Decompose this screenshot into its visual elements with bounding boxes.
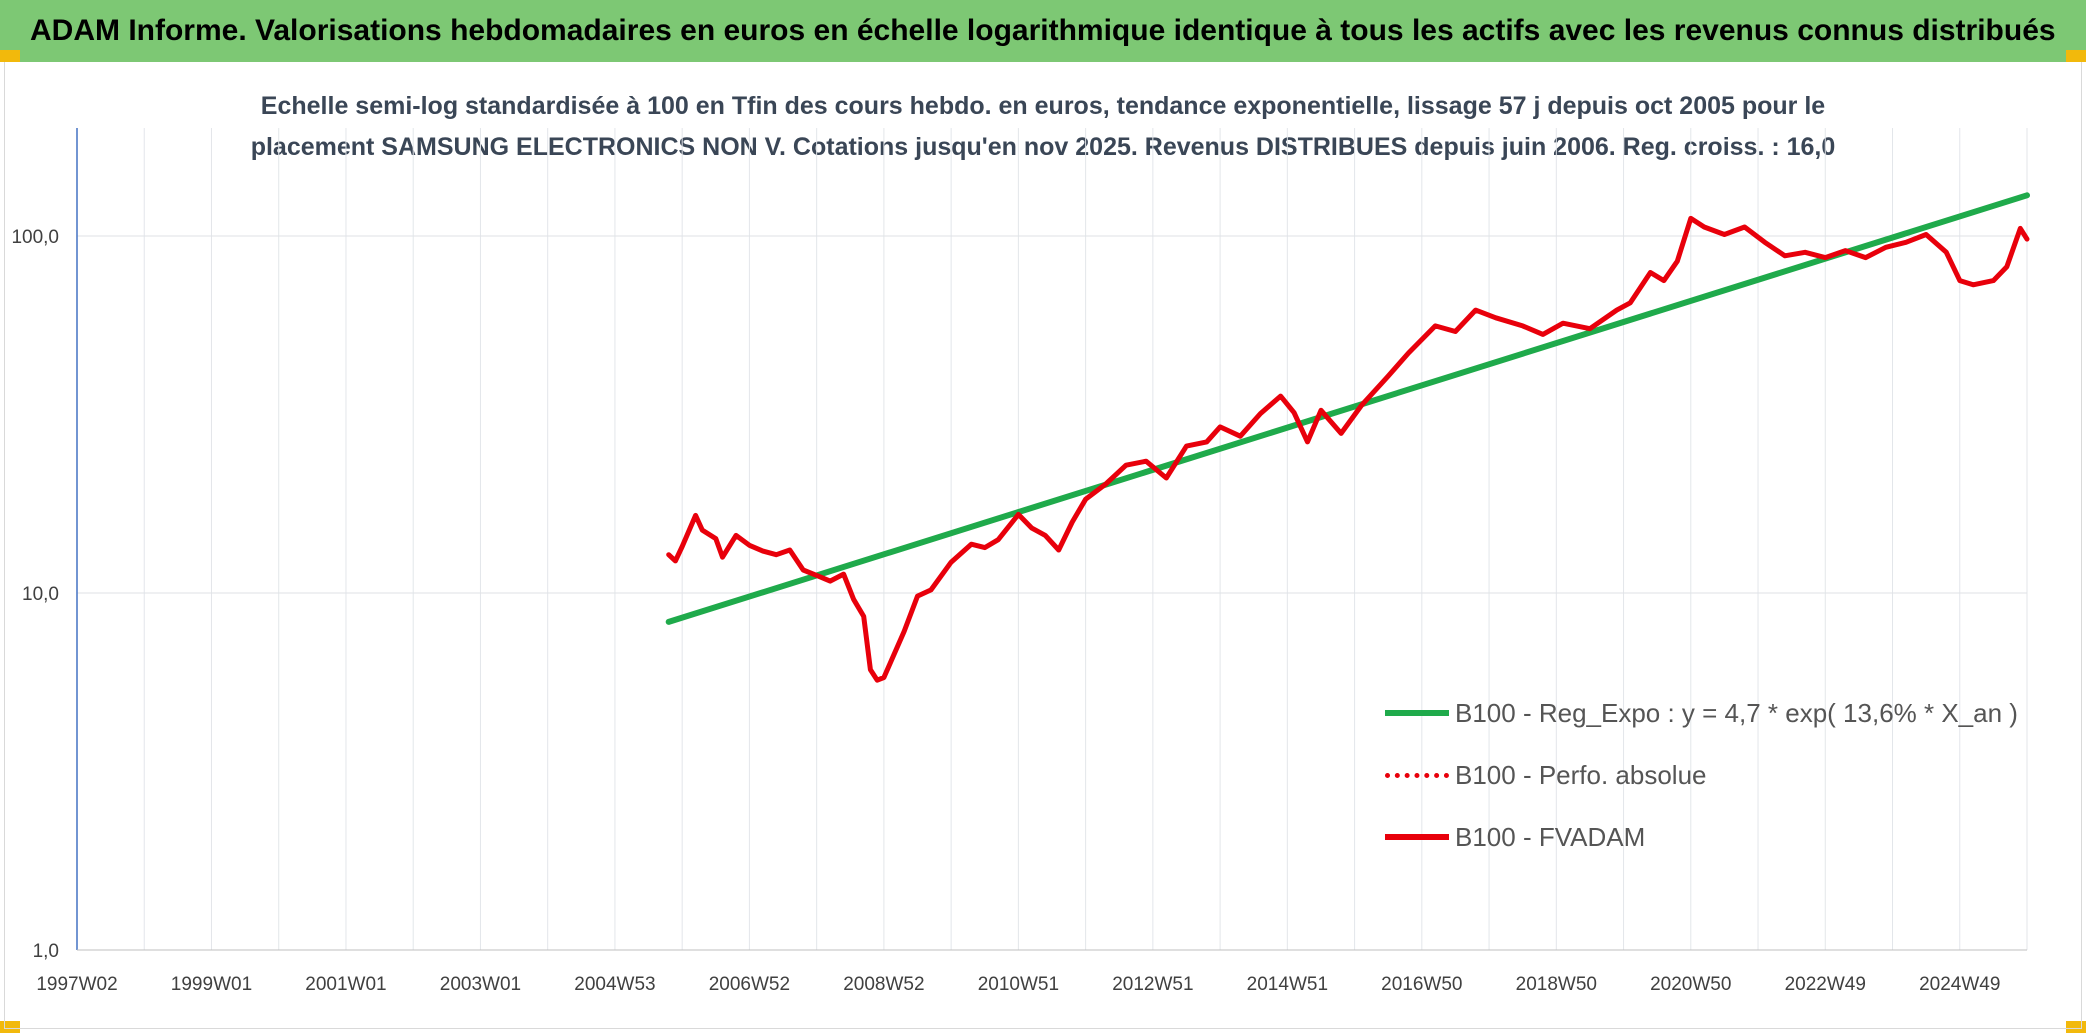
- regression-line: [665, 192, 2030, 625]
- corner-marker-bottom-left: [0, 1021, 20, 1033]
- legend-item-fvadam: B100 - FVADAM: [1385, 806, 2018, 868]
- x-tick-label: 2016W50: [1381, 974, 1462, 995]
- x-tick-label: 2008W52: [843, 974, 924, 995]
- fvadam-line: [666, 215, 2030, 683]
- y-tick-label: 100,0: [11, 227, 59, 248]
- chart-subtitle-line-2: placement SAMSUNG ELECTRONICS NON V. Cot…: [250, 133, 1836, 161]
- legend-item-regression: B100 - Reg_Expo : y = 4,7 * exp( 13,6% *…: [1385, 682, 2018, 744]
- y-tick-label: 1,0: [33, 941, 59, 962]
- legend-swatch-perfo-absolue: [1385, 772, 1449, 778]
- x-tick-label: 2014W51: [1247, 974, 1328, 995]
- legend-label-perfo-absolue: B100 - Perfo. absolue: [1455, 759, 1707, 790]
- chart-frame: [4, 62, 2082, 1029]
- x-tick-label: 2001W01: [305, 974, 386, 995]
- report-title-banner: ADAM Informe. Valorisations hebdomadaire…: [0, 0, 2086, 62]
- report-title: ADAM Informe. Valorisations hebdomadaire…: [30, 14, 2056, 47]
- corner-marker-top-right: [2066, 50, 2086, 62]
- corner-marker-top-left: [0, 50, 20, 62]
- x-tick-label: 2004W53: [574, 974, 655, 995]
- x-tick-label: 2006W52: [709, 974, 790, 995]
- x-tick-label: 2012W51: [1112, 974, 1193, 995]
- x-tick-label: 2003W01: [440, 974, 521, 995]
- x-tick-label: 2020W50: [1650, 974, 1731, 995]
- legend-swatch-fvadam: [1385, 834, 1449, 840]
- x-tick-label: 1997W02: [36, 974, 117, 995]
- x-tick-label: 2010W51: [978, 974, 1059, 995]
- legend-label-fvadam: B100 - FVADAM: [1455, 821, 1646, 852]
- chart-axes: 1,0 10,0 100,0 1997W02 1999W01 2001W01 2003W01…: [11, 128, 2027, 995]
- chart-subtitle-line-1: Echelle semi-log standardisée à 100 en T…: [260, 92, 1826, 120]
- legend-swatch-regression: [1385, 710, 1449, 716]
- x-tick-label: 2024W49: [1919, 974, 2000, 995]
- legend-label-regression: B100 - Reg_Expo : y = 4,7 * exp( 13,6% *…: [1455, 697, 2018, 728]
- chart-subtitle: Echelle semi-log standardisée à 100 en T…: [0, 86, 2086, 168]
- x-tick-label: 2022W49: [1785, 974, 1866, 995]
- chart-legend: B100 - Reg_Expo : y = 4,7 * exp( 13,6% *…: [1385, 682, 2018, 868]
- legend-item-perfo-absolue: B100 - Perfo. absolue: [1385, 744, 2018, 806]
- x-tick-label: 2018W50: [1516, 974, 1597, 995]
- x-tick-label: 1999W01: [171, 974, 252, 995]
- y-tick-label: 10,0: [22, 584, 59, 605]
- chart-series: [665, 192, 2030, 683]
